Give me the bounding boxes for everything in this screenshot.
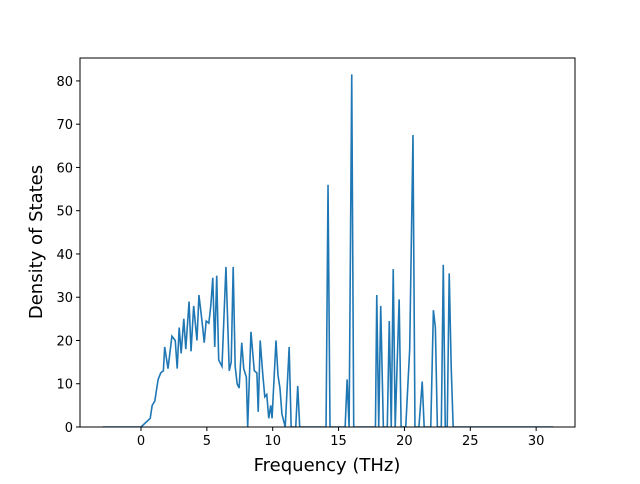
- y-tick-label: 20: [56, 334, 73, 349]
- x-tick-label: 5: [203, 434, 211, 449]
- y-tick-label: 40: [56, 248, 73, 263]
- x-tick-label: 25: [462, 434, 479, 449]
- x-axis-label: Frequency (THz): [254, 455, 401, 476]
- x-tick-label: 15: [330, 434, 347, 449]
- y-tick-label: 10: [56, 378, 73, 393]
- plot-frame: [79, 57, 576, 428]
- y-tick-label: 30: [56, 291, 73, 306]
- x-tick-label: 0: [137, 434, 145, 449]
- x-tick-label: 10: [264, 434, 281, 449]
- x-tick-label: 20: [396, 434, 413, 449]
- y-tick-label: 0: [65, 421, 73, 436]
- y-tick-label: 70: [56, 118, 73, 133]
- line-series: [102, 74, 554, 427]
- y-tick-label: 50: [56, 205, 73, 220]
- x-tick-label: 30: [528, 434, 545, 449]
- y-tick-label: 60: [56, 161, 73, 176]
- y-tick-label: 80: [56, 75, 73, 90]
- y-axis-label: Density of States: [26, 165, 47, 319]
